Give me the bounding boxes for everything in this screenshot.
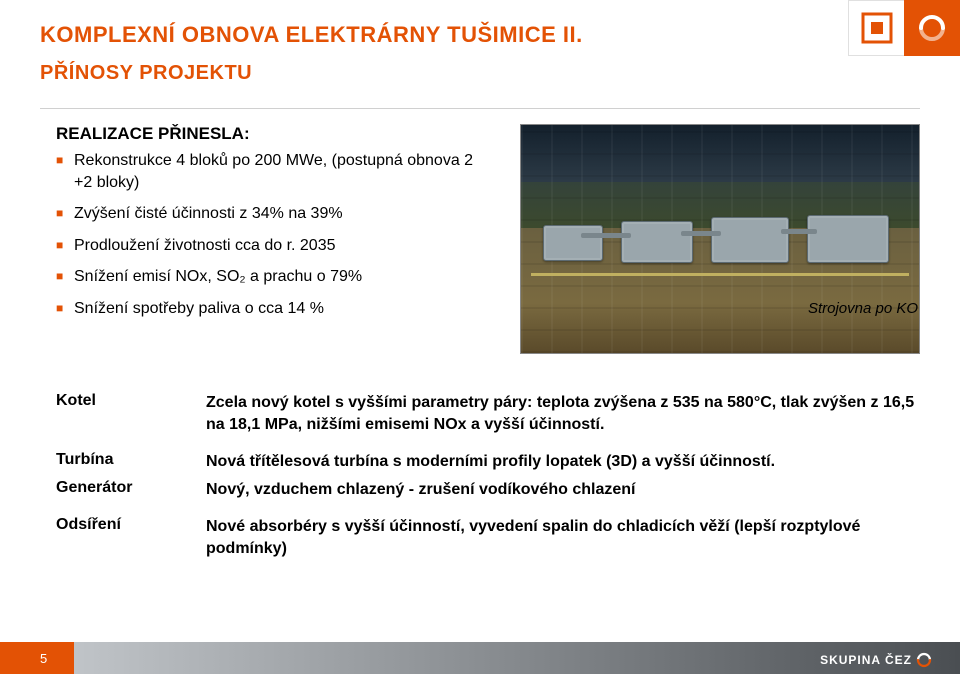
row-desc: Nový, vzduchem chlazený - zrušení vodíko… bbox=[206, 479, 916, 501]
logo-accent-icon bbox=[904, 0, 960, 56]
content-left: REALIZACE PŘINESLA: Rekonstrukce 4 bloků… bbox=[56, 124, 486, 330]
logo-mark-icon bbox=[848, 0, 904, 56]
footer: 5 SKUPINA ČEZ bbox=[0, 642, 960, 674]
section-heading: REALIZACE PŘINESLA: bbox=[56, 124, 486, 144]
bullet-item: Prodloužení životnosti cca do r. 2035 bbox=[56, 235, 486, 257]
row-desc: Nová třítělesová turbína s moderními pro… bbox=[206, 451, 916, 473]
footer-brand: SKUPINA ČEZ bbox=[820, 652, 932, 668]
bullet-item: Zvýšení čisté účinnosti z 34% na 39% bbox=[56, 203, 486, 225]
bullet-item: Snížení spotřeby paliva o cca 14 % bbox=[56, 298, 486, 320]
page-number: 5 bbox=[40, 651, 927, 666]
row-label: Odsíření bbox=[56, 516, 206, 534]
page-subtitle: PŘÍNOSY PROJEKTU bbox=[40, 62, 840, 85]
table-row: OdsířeníNové absorbéry s vyšší účinností… bbox=[56, 516, 916, 559]
row-label: Generátor bbox=[56, 479, 206, 497]
bullet-list: Rekonstrukce 4 bloků po 200 MWe, (postup… bbox=[56, 150, 486, 320]
header: KOMPLEXNÍ OBNOVA ELEKTRÁRNY TUŠIMICE II.… bbox=[40, 22, 840, 85]
row-desc: Zcela nový kotel s vyššími parametry pár… bbox=[206, 392, 916, 435]
table-row: GenerátorNový, vzduchem chlazený - zruše… bbox=[56, 479, 916, 501]
photo-machine-hall bbox=[520, 124, 920, 354]
table-row: TurbínaNová třítělesová turbína s modern… bbox=[56, 451, 916, 473]
footer-brand-text: SKUPINA ČEZ bbox=[820, 653, 912, 667]
bullet-item: Rekonstrukce 4 bloků po 200 MWe, (postup… bbox=[56, 150, 486, 193]
slide: KOMPLEXNÍ OBNOVA ELEKTRÁRNY TUŠIMICE II.… bbox=[0, 0, 960, 674]
footer-brand-icon bbox=[916, 652, 932, 668]
brand-logo bbox=[848, 0, 960, 56]
spec-table: KotelZcela nový kotel s vyššími parametr… bbox=[56, 392, 916, 576]
row-desc: Nové absorbéry s vyšší účinností, vyvede… bbox=[206, 516, 916, 559]
divider bbox=[40, 108, 920, 109]
bullet-item: Snížení emisí NOx, SO₂ a prachu o 79% bbox=[56, 266, 486, 288]
photo-caption: Strojovna po KO bbox=[808, 300, 918, 317]
page-title: KOMPLEXNÍ OBNOVA ELEKTRÁRNY TUŠIMICE II. bbox=[40, 22, 840, 48]
row-label: Turbína bbox=[56, 451, 206, 469]
row-label: Kotel bbox=[56, 392, 206, 410]
table-row: KotelZcela nový kotel s vyššími parametr… bbox=[56, 392, 916, 435]
